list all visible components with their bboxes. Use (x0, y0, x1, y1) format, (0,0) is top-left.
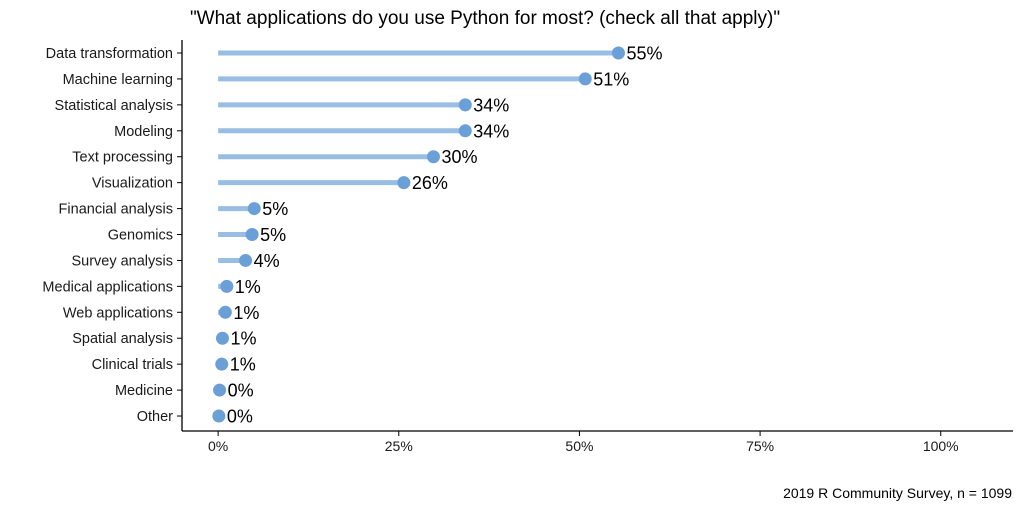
lollipop-dot (578, 72, 592, 86)
lollipop-dot (397, 176, 411, 190)
value-label: 1% (230, 355, 256, 375)
category-label: Modeling (114, 124, 173, 140)
value-label: 1% (230, 329, 256, 349)
category-label: Medical applications (42, 279, 173, 295)
lollipop-dot (215, 331, 229, 345)
category-label: Survey analysis (71, 253, 173, 269)
lollipop-dot (239, 253, 253, 267)
x-tick-label: 0% (208, 438, 228, 454)
category-label: Spatial analysis (72, 331, 173, 347)
value-label: 34% (473, 121, 509, 141)
value-label: 30% (441, 147, 477, 167)
lollipop-dot (458, 124, 472, 138)
lollipop-dot (245, 228, 259, 242)
value-label: 5% (260, 225, 286, 245)
category-label: Financial analysis (59, 202, 173, 218)
x-tick-label: 50% (565, 438, 593, 454)
category-label: Medicine (115, 383, 173, 399)
lollipop-dot (611, 46, 625, 60)
value-label: 26% (412, 173, 448, 193)
plot-area: 0% 25% 50% 75% 100% Data transformation 55% Mac… (42, 40, 1013, 454)
value-label: 51% (593, 69, 629, 89)
value-label: 4% (254, 251, 280, 271)
lollipop-dot (215, 357, 229, 371)
lollipop-dot (218, 305, 232, 319)
lollipop-dot (426, 150, 440, 164)
category-label: Genomics (108, 228, 173, 244)
category-label: Statistical analysis (55, 98, 173, 114)
category-label: Visualization (92, 176, 173, 192)
category-label: Text processing (72, 150, 173, 166)
chart-caption: 2019 R Community Survey, n = 1099 (783, 485, 1012, 501)
value-label: 55% (626, 44, 662, 64)
lollipop-dot (220, 279, 234, 293)
lollipop-dot (213, 383, 227, 397)
value-label: 34% (473, 95, 509, 115)
category-label: Machine learning (63, 72, 173, 88)
x-tick-label: 100% (923, 438, 959, 454)
category-label: Other (137, 409, 173, 425)
x-tick-label: 25% (385, 438, 413, 454)
value-label: 1% (233, 303, 259, 323)
value-label: 0% (227, 407, 253, 427)
category-label: Web applications (63, 305, 173, 321)
value-label: 5% (262, 199, 288, 219)
lollipop-dot (212, 409, 226, 423)
x-tick-label: 75% (746, 438, 774, 454)
value-label: 0% (228, 381, 254, 401)
value-label: 1% (235, 277, 261, 297)
category-label: Data transformation (46, 46, 173, 62)
chart-title: "What applications do you use Python for… (190, 8, 780, 29)
category-label: Clinical trials (92, 357, 173, 373)
lollipop-dot (458, 98, 472, 112)
lollipop-dot (247, 202, 261, 216)
